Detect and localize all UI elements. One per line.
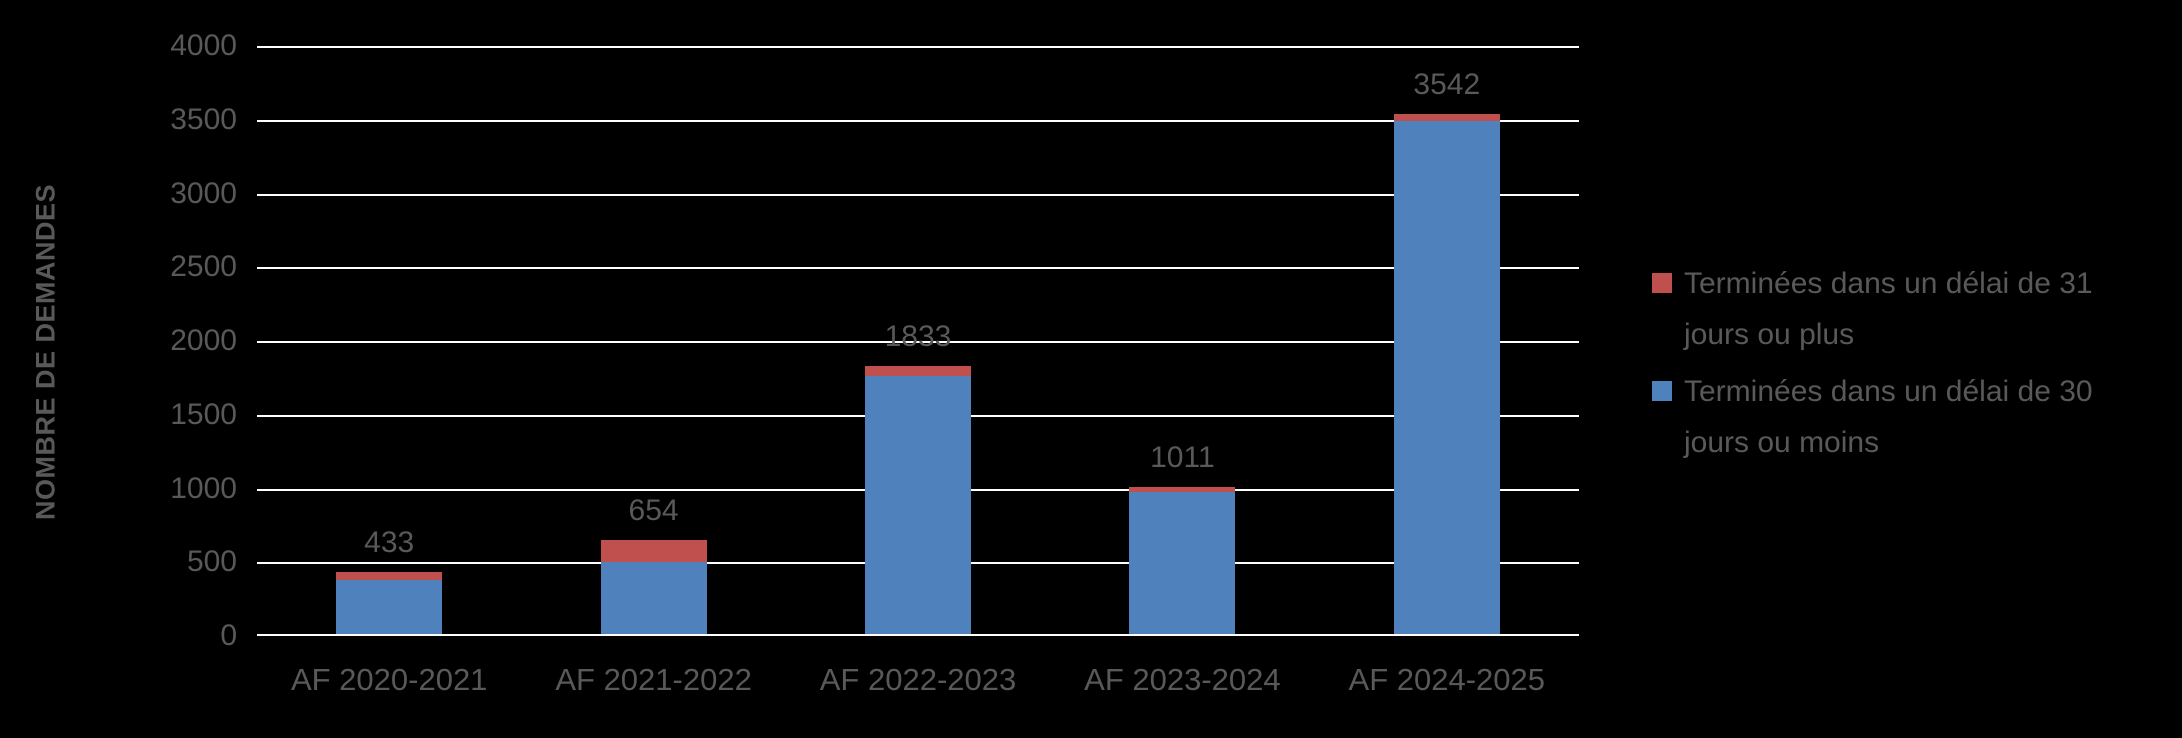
y-tick-label-4000: 4000 bbox=[170, 29, 237, 62]
bar-group-AF 2021-2022: 654 bbox=[521, 46, 785, 636]
y-tick-label-3500: 3500 bbox=[170, 102, 237, 136]
gridline-2500 bbox=[257, 267, 1579, 270]
data-label-AF 2020-2021: 433 bbox=[364, 526, 415, 560]
y-axis-tick-labels: 4000 3500 3000 2500 2000 1500 1000 500 0 bbox=[0, 29, 237, 652]
plot-area: 433 654 1833 1011 3542 bbox=[257, 46, 1579, 636]
bar-segment-red-AF 2024-2025 bbox=[1393, 113, 1500, 121]
bar-group-AF 2022-2023: 1833 bbox=[786, 46, 1050, 636]
bar-segment-blue-AF 2023-2024 bbox=[1129, 492, 1236, 636]
gridline-3500 bbox=[257, 119, 1579, 122]
bar-segment-blue-AF 2020-2021 bbox=[336, 579, 443, 636]
y-tick-label-3000: 3000 bbox=[170, 176, 237, 210]
legend-marker-icon bbox=[1652, 273, 1672, 293]
y-tick-label-1000: 1000 bbox=[170, 471, 237, 505]
legend-label: Terminées dans un délai de 31 jours ou p… bbox=[1684, 267, 2093, 351]
legend-entry-1: Terminées dans un délai de 30 jours ou m… bbox=[1652, 366, 2152, 468]
legend-marker-icon bbox=[1652, 381, 1672, 401]
x-axis-label-AF 2021-2022: AF 2021-2022 bbox=[555, 662, 752, 697]
y-tick-label-2500: 2500 bbox=[170, 250, 237, 284]
bar-group-AF 2023-2024: 1011 bbox=[1050, 46, 1314, 636]
bar-group-AF 2024-2025: 3542 bbox=[1315, 46, 1579, 636]
bar-segment-blue-AF 2024-2025 bbox=[1393, 120, 1500, 636]
data-label-AF 2023-2024: 1011 bbox=[1150, 440, 1215, 474]
y-tick-label-0: 0 bbox=[220, 619, 237, 652]
gridline-2000 bbox=[257, 341, 1579, 343]
legend: Terminées dans un délai de 31 jours ou p… bbox=[1652, 258, 2152, 474]
bar-segment-red-AF 2022-2023 bbox=[864, 365, 971, 377]
x-axis-label-AF 2020-2021: AF 2020-2021 bbox=[290, 662, 488, 697]
data-label-AF 2024-2025: 3542 bbox=[1413, 67, 1481, 101]
bar-segment-red-AF 2023-2024 bbox=[1129, 486, 1236, 493]
x-axis-label-AF 2024-2025: AF 2024-2025 bbox=[1348, 662, 1546, 697]
data-label-AF 2021-2022: 654 bbox=[628, 493, 679, 527]
bar-segment-red-AF 2021-2022 bbox=[600, 539, 707, 563]
x-axis-label-AF 2023-2024: AF 2023-2024 bbox=[1084, 662, 1281, 697]
y-tick-label-500: 500 bbox=[186, 545, 237, 579]
legend-label: Terminées dans un délai de 30 jours ou m… bbox=[1684, 375, 2093, 459]
bar-segment-blue-AF 2021-2022 bbox=[600, 562, 707, 636]
bar-group-AF 2020-2021: 433 bbox=[257, 46, 521, 636]
y-tick-label-2000: 2000 bbox=[170, 324, 237, 357]
gridline-4000 bbox=[257, 46, 1579, 48]
legend-entry-0: Terminées dans un délai de 31 jours ou p… bbox=[1652, 258, 2152, 360]
x-axis-label-AF 2022-2023: AF 2022-2023 bbox=[819, 662, 1017, 697]
bar-segment-red-AF 2020-2021 bbox=[336, 572, 443, 580]
bar-segment-blue-AF 2022-2023 bbox=[864, 376, 971, 636]
x-axis-labels: AF 2020-2021 AF 2021-2022 AF 2022-2023 AF 2… bbox=[257, 662, 1579, 708]
y-tick-label-1500: 1500 bbox=[170, 397, 237, 431]
data-label-AF 2022-2023: 1833 bbox=[884, 319, 952, 353]
gridline-3000 bbox=[257, 193, 1579, 196]
gridline-0 bbox=[257, 634, 1579, 636]
